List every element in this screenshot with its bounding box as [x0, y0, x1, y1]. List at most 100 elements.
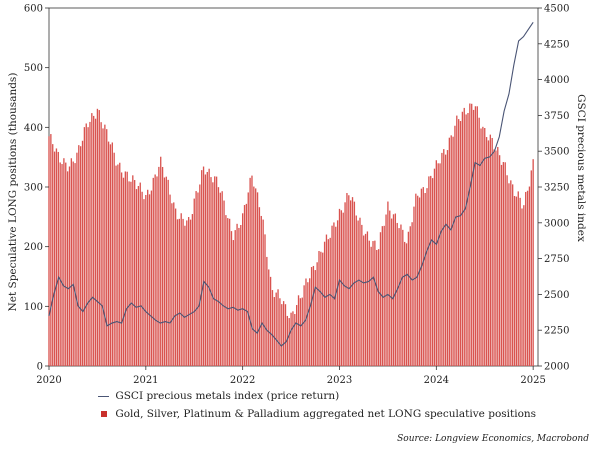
bar	[338, 208, 341, 366]
bar	[158, 166, 160, 366]
bar	[221, 191, 223, 366]
bar	[355, 215, 357, 366]
bar	[502, 162, 505, 366]
bar	[102, 128, 104, 366]
bar	[402, 229, 404, 366]
x-tick-label: 2024	[424, 375, 449, 386]
legend-bar-swatch	[101, 411, 107, 417]
bar	[94, 118, 97, 367]
bar	[452, 136, 454, 366]
bar	[66, 171, 69, 366]
source-note: Source: Longview Economics, Macrobond	[397, 434, 589, 444]
bar	[292, 311, 294, 366]
bar	[372, 241, 374, 366]
bar	[379, 232, 382, 366]
bar	[279, 298, 281, 366]
bar	[176, 219, 179, 366]
bar	[484, 128, 486, 366]
bar	[206, 171, 208, 366]
bar	[217, 187, 220, 366]
bar	[100, 122, 102, 367]
bar	[368, 240, 370, 366]
bar	[240, 224, 242, 366]
bar	[342, 212, 344, 366]
bar	[284, 304, 287, 366]
right-tick-label: 3000	[544, 218, 569, 229]
right-tick-label: 3250	[544, 183, 569, 194]
bar	[262, 219, 264, 366]
bar	[59, 162, 61, 366]
bar	[139, 182, 141, 366]
bar	[130, 181, 132, 366]
bar	[269, 276, 272, 366]
bar	[113, 152, 115, 366]
bar	[327, 239, 329, 366]
right-tick-label: 3750	[544, 111, 569, 122]
bar	[156, 176, 158, 366]
left-tick-label: 600	[24, 4, 43, 15]
bar	[428, 176, 430, 366]
bar	[48, 136, 50, 366]
bar	[526, 190, 529, 366]
bar	[117, 164, 119, 366]
bar	[119, 162, 121, 366]
bar	[296, 305, 298, 366]
bar	[132, 175, 134, 366]
bar	[348, 195, 350, 366]
bar	[154, 174, 156, 366]
bar	[497, 147, 499, 366]
bar	[495, 150, 497, 366]
bar	[74, 163, 76, 366]
bar	[50, 134, 52, 366]
bar	[303, 285, 305, 366]
bar	[512, 184, 514, 366]
left-tick-label: 500	[24, 63, 43, 74]
bar	[422, 187, 424, 366]
bar	[504, 162, 506, 366]
bar	[500, 164, 503, 366]
bar	[249, 177, 251, 366]
bar	[191, 214, 194, 366]
bar	[89, 121, 91, 367]
bar	[255, 188, 257, 366]
bar	[137, 186, 140, 366]
x-tick-label: 2023	[327, 375, 352, 386]
bar	[68, 166, 71, 366]
bar	[461, 111, 464, 366]
right-tick-label: 4500	[544, 4, 569, 15]
bar	[204, 174, 207, 366]
bar	[163, 177, 166, 366]
left-tick-label: 400	[24, 123, 43, 134]
bar	[70, 158, 73, 366]
bar	[212, 182, 214, 366]
bar	[301, 297, 303, 366]
bar	[458, 119, 460, 366]
bar	[171, 203, 173, 366]
bar	[443, 149, 445, 366]
bar	[275, 292, 277, 366]
bar	[459, 121, 462, 367]
bar	[76, 152, 78, 366]
bar	[238, 227, 240, 366]
bar	[258, 207, 261, 366]
bar	[135, 189, 138, 366]
bar	[260, 215, 262, 366]
bar	[433, 168, 436, 366]
bar	[528, 186, 531, 366]
right-tick-label: 2500	[544, 290, 569, 301]
bar	[290, 312, 292, 366]
bar	[236, 223, 238, 366]
bar	[389, 210, 391, 366]
bar	[180, 213, 182, 366]
bar	[472, 109, 475, 367]
bar	[202, 166, 205, 366]
x-tick-label: 2025	[520, 375, 545, 386]
bar	[430, 175, 432, 366]
bar	[521, 208, 523, 366]
bar	[361, 224, 363, 366]
bar	[214, 176, 216, 366]
bar	[61, 164, 63, 366]
bar	[160, 156, 162, 366]
bar	[396, 222, 398, 366]
